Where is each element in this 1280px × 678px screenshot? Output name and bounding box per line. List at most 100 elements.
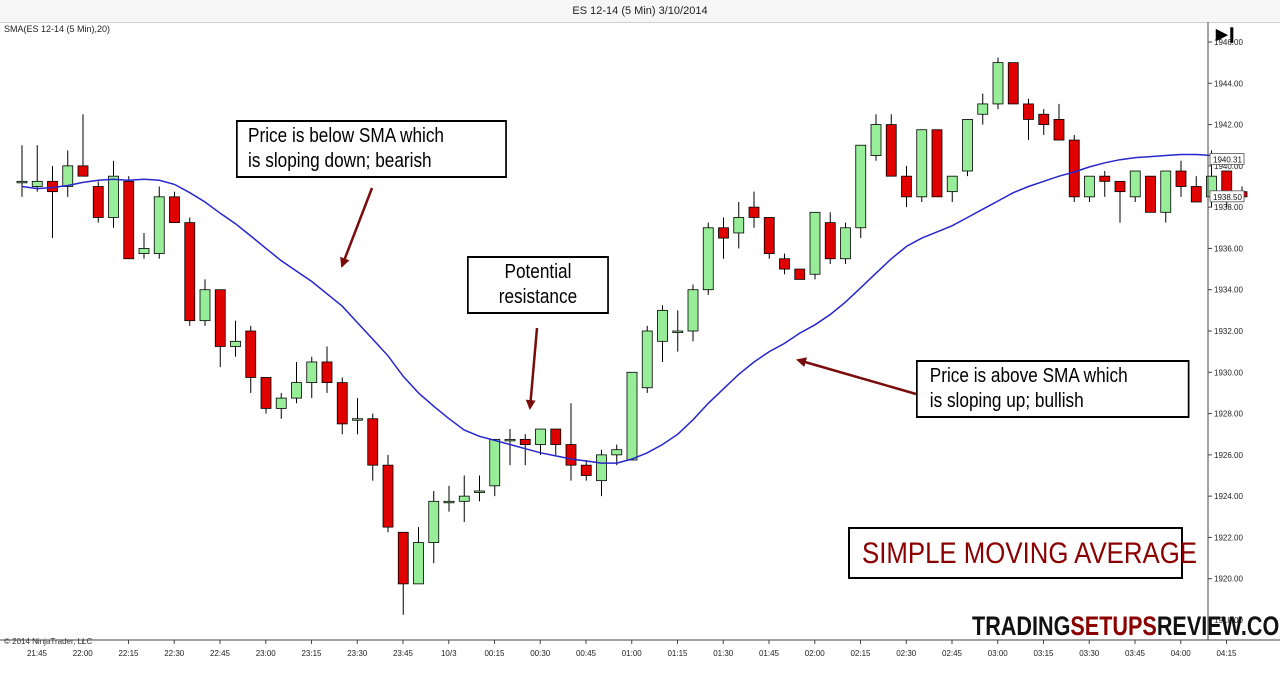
y-tick-label: 1936.00 — [1214, 244, 1243, 253]
candle-body-up — [535, 428, 546, 445]
candle-body-up — [946, 175, 958, 193]
resistance-arrow — [525, 327, 539, 410]
candle-body-up — [489, 438, 501, 487]
candle — [321, 346, 333, 393]
candle-body-up — [687, 289, 699, 332]
candle — [31, 145, 43, 192]
candle — [1129, 170, 1141, 202]
y-tick-label: 1918.00 — [1214, 616, 1243, 625]
candle-body-down — [1114, 180, 1126, 193]
candle — [931, 129, 943, 198]
candle-body-up — [1129, 170, 1141, 198]
brand-part-2: SETUPS — [1070, 611, 1157, 641]
x-tick-label: 23:15 — [301, 649, 322, 658]
candle — [733, 201, 745, 249]
x-tick-label: 23:00 — [256, 649, 277, 658]
x-tick-label: 03:45 — [1125, 649, 1146, 658]
candle — [580, 460, 592, 481]
y-tick-label: 1934.00 — [1214, 286, 1243, 295]
candle-body-down — [92, 186, 104, 218]
candle — [260, 377, 272, 414]
bearish-arrow — [340, 187, 374, 268]
window-title: ES 12-14 (5 Min) 3/10/2014 — [0, 0, 1280, 23]
x-tick-label: 03:00 — [988, 649, 1009, 658]
candle-body-down — [550, 428, 562, 445]
candle — [47, 165, 58, 239]
y-tick-labels: 1946.00 1944.00 1942.00 1940.00 1938.00 1936.… — [1208, 38, 1243, 625]
x-tick-label: 23:30 — [347, 649, 368, 658]
candle — [687, 284, 699, 342]
candle — [169, 191, 180, 224]
candle-body-up — [62, 165, 74, 187]
x-tick-label: 02:15 — [850, 649, 871, 658]
x-tick-label: 22:15 — [118, 649, 139, 658]
bullish-callout: Price is above SMA which is sloping up; … — [916, 360, 1190, 418]
x-tick-labels: 21:45 22:00 22:15 22:30 22:45 23:00 23:15 23:30… — [27, 640, 1237, 658]
candle — [763, 217, 775, 259]
candle-body-up — [108, 175, 119, 218]
candle — [885, 114, 897, 177]
skip-to-end-icon[interactable]: ▶❙ — [1216, 26, 1238, 43]
x-tick-label: 10/3 — [441, 649, 457, 658]
candle — [535, 428, 546, 455]
x-tick-label: 04:15 — [1216, 649, 1237, 658]
candle — [962, 119, 973, 177]
candle-body-down — [184, 222, 196, 322]
resistance-line-1: Potential — [504, 261, 572, 283]
candle — [352, 398, 363, 435]
candle-body-up — [16, 180, 28, 184]
candle-body-down — [1007, 62, 1019, 105]
candle-body-up — [352, 418, 363, 421]
candle — [519, 434, 531, 466]
candle-body-down — [580, 464, 592, 476]
last-price-box — [1209, 190, 1245, 203]
candle-body-down — [1068, 139, 1080, 198]
candle-body-down — [794, 268, 806, 280]
candle — [153, 186, 165, 259]
y-tick-label: 1940.00 — [1214, 162, 1243, 171]
bullish-arrow — [796, 357, 917, 396]
candle — [596, 449, 607, 497]
x-tick-label: 03:30 — [1079, 649, 1100, 658]
candle — [123, 176, 135, 260]
candle — [397, 531, 409, 615]
candle — [657, 305, 668, 362]
candle — [336, 377, 348, 435]
candle-body-up — [992, 62, 1004, 105]
candle — [840, 222, 851, 264]
x-tick-label: 04:00 — [1171, 649, 1192, 658]
candle-body-up — [275, 397, 287, 409]
candle — [1114, 180, 1126, 223]
candle-body-up — [596, 454, 607, 482]
candle — [870, 114, 882, 161]
y-tick-label: 1924.00 — [1214, 492, 1243, 501]
x-tick-label: 00:30 — [530, 649, 551, 658]
candle — [901, 165, 912, 208]
candle-body-up — [306, 361, 318, 384]
x-tick-label: 01:30 — [713, 649, 734, 658]
y-tick-label: 1946.00 — [1214, 38, 1243, 47]
candle — [779, 253, 790, 275]
candle-body-up — [1084, 175, 1095, 198]
candle — [138, 232, 150, 259]
candle-body-up — [443, 500, 455, 504]
candle-body-up — [870, 124, 882, 156]
candle-body-up — [916, 129, 928, 198]
candles-layer — [16, 57, 1248, 615]
candle — [306, 356, 318, 399]
candle-body-up — [657, 309, 668, 342]
candle — [1038, 109, 1050, 135]
candle-body-down — [260, 377, 272, 409]
candle — [946, 175, 958, 202]
candle — [1053, 103, 1065, 141]
candle — [855, 144, 867, 239]
y-tick-label: 1944.00 — [1214, 79, 1243, 88]
candle-body-up — [840, 227, 851, 260]
x-tick-label: 02:45 — [942, 649, 963, 658]
y-tick-label: 1932.00 — [1214, 327, 1243, 336]
candle-body-up — [809, 211, 821, 275]
candle — [748, 191, 760, 228]
candle — [824, 212, 836, 264]
candle-body-up — [31, 180, 43, 187]
candle-body-down — [824, 222, 836, 260]
